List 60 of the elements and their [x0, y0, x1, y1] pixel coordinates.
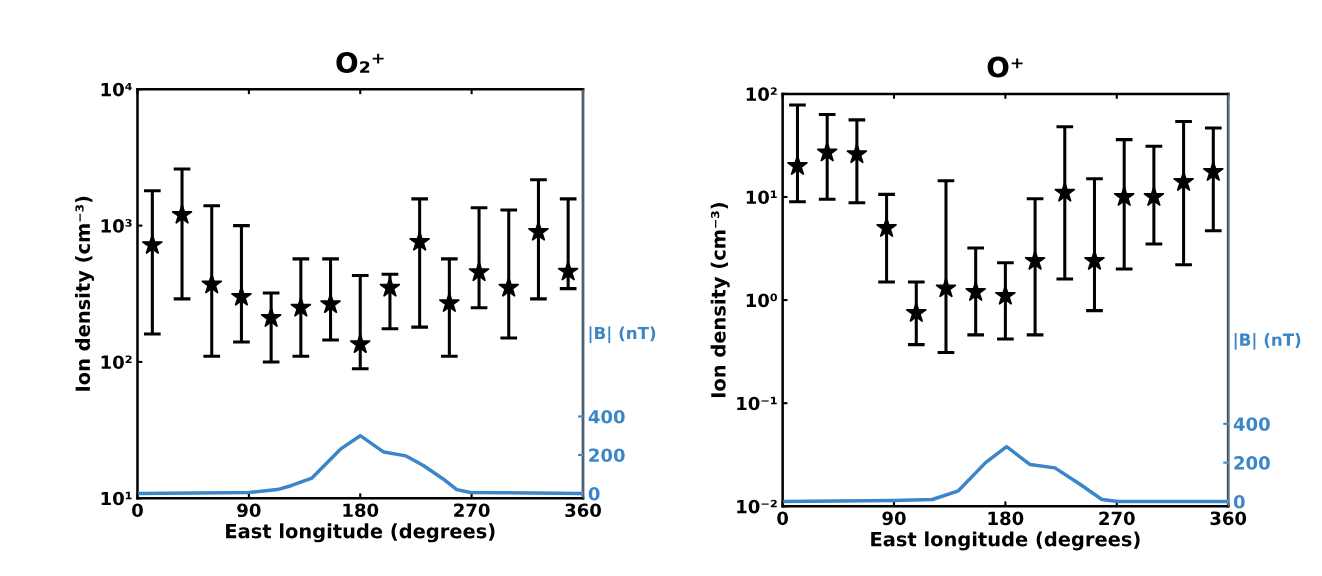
- point: [171, 203, 193, 224]
- point: [1202, 160, 1224, 182]
- y2-tick-label: 400: [588, 409, 625, 424]
- x-axis-title: East longitude (degrees): [871, 531, 1140, 551]
- point: [319, 293, 342, 314]
- x-tick-label: 90: [237, 503, 261, 518]
- y-tick-label: 10³: [101, 219, 132, 233]
- point: [498, 276, 520, 297]
- point: [994, 284, 1016, 305]
- point: [290, 296, 312, 317]
- x-tick-label: 0: [777, 511, 789, 526]
- point: [260, 306, 282, 328]
- y-axis-title: Ion density (cm⁻³): [710, 203, 730, 398]
- y-tick-label: 10¹: [746, 190, 777, 205]
- x-tick-label: 270: [454, 503, 490, 518]
- x-tick-label: 180: [343, 503, 379, 518]
- x-tick-label: 360: [565, 503, 601, 518]
- chart-title: O⁺: [987, 56, 1023, 78]
- point: [557, 260, 579, 281]
- point: [816, 141, 838, 162]
- point: [846, 143, 868, 164]
- point: [230, 285, 253, 307]
- y2-axis-title: |B| (nT): [589, 326, 656, 343]
- y-tick-label: 10⁻²: [737, 499, 777, 514]
- point: [1143, 185, 1165, 207]
- x-tick-label: 0: [132, 503, 143, 518]
- point: [349, 333, 371, 354]
- y2-tick-label: 0: [588, 486, 600, 501]
- point: [1113, 185, 1135, 207]
- x-tick-label: 180: [988, 511, 1024, 526]
- y2-tick-label: 200: [589, 448, 625, 463]
- point: [1054, 181, 1076, 202]
- y-tick-label: 10²: [101, 355, 132, 370]
- y-tick-label: 10²: [746, 87, 777, 101]
- point: [438, 292, 460, 313]
- x-tick-label: 90: [882, 511, 906, 526]
- point: [935, 277, 957, 298]
- point: [141, 233, 163, 255]
- y-tick-label: 10⁴: [101, 82, 132, 97]
- point: [527, 220, 550, 241]
- y-tick-label: 10¹: [101, 491, 132, 506]
- y2-tick-label: 400: [1233, 417, 1270, 431]
- y2-tick-label: 200: [1234, 456, 1270, 470]
- point: [905, 301, 927, 323]
- y-axis-title: Ion density (cm⁻³): [75, 196, 95, 391]
- x-tick-label: 270: [1099, 511, 1135, 526]
- point: [409, 230, 431, 251]
- y-tick-label: 10⁻¹: [737, 396, 777, 411]
- point: [965, 280, 987, 302]
- point: [1172, 170, 1195, 192]
- point: [1024, 249, 1046, 271]
- point: [201, 273, 223, 294]
- point: [875, 216, 898, 238]
- y-tick-label: 10⁰: [746, 293, 778, 308]
- chart-title: O₂⁺: [336, 52, 384, 74]
- point: [379, 276, 401, 297]
- x-axis-title: East longitude (degrees): [226, 523, 495, 543]
- y2-axis-title: |B| (nT): [1234, 333, 1301, 350]
- x-tick-label: 360: [1210, 511, 1247, 526]
- point: [468, 261, 490, 282]
